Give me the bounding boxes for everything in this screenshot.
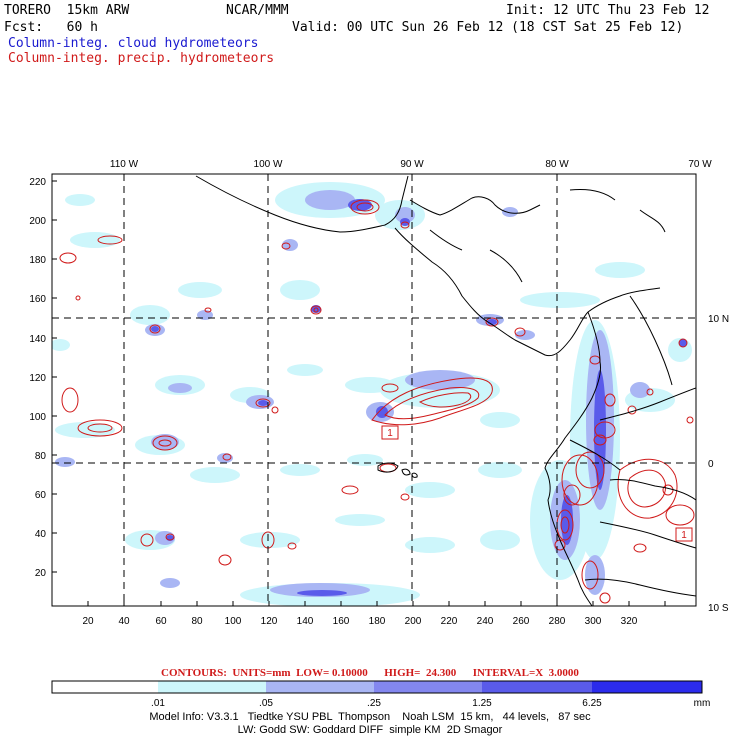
lon-label: 80 W [545,159,569,170]
colorbar: .01 .05 .25 1.25 6.25 mm [51,680,711,709]
lon-label: 100 W [254,159,283,170]
lon-label: 110 W [110,159,139,170]
y-tick: 140 [29,334,46,345]
y-tick: 160 [29,294,46,305]
x-tick: 80 [191,616,203,627]
marker-value: 1 [681,530,687,541]
init-time: Init: 12 UTC Thu 23 Feb 12 [506,3,710,18]
x-tick: 40 [118,616,130,627]
colorbar-label: 6.25 [582,698,602,709]
x-tick: 200 [405,616,422,627]
precip-contours [59,199,695,604]
colorbar-bin [52,681,158,693]
colorbar-label: .01 [151,698,165,709]
y-tick: 100 [29,412,46,423]
model-info-line2: LW: Godd SW: Goddard DIFF simple KM 2D S… [237,724,503,736]
y-tick: 80 [35,451,47,462]
x-tick: 320 [621,616,638,627]
marker-value: 1 [387,428,393,439]
field-markers: 1 1 [381,425,693,542]
valid-time: Valid: 00 UTC Sun 26 Feb 12 (18 CST Sat … [292,20,684,35]
x-tick: 280 [549,616,566,627]
x-tick: 300 [585,616,602,627]
y-tick: 60 [35,490,47,501]
lon-label: 70 W [688,159,712,170]
y-tick: 20 [35,568,47,579]
lat-lon-grid [52,174,696,606]
y-tick: 200 [29,216,46,227]
colorbar-unit: mm [694,698,711,709]
colorbar-bin [158,681,266,693]
marker-box [381,425,399,440]
frame-tick-marks [52,180,666,606]
x-axis-ticks: 20 40 60 80 100 120 140 160 180 200 220 … [82,616,637,627]
longitude-labels: 110 W 100 W 90 W 80 W 70 W [110,159,712,170]
y-tick: 180 [29,255,46,266]
coastlines [195,175,696,606]
lat-label: 10 S [708,603,729,614]
colorbar-label: 1.25 [472,698,492,709]
x-tick: 120 [261,616,278,627]
colorbar-bin [482,681,592,693]
organization: NCAR/MMM [226,3,289,18]
forecast-hour: Fcst: 60 h [4,20,98,35]
colorbar-bin [592,681,702,693]
lat-label: 0 [708,459,714,470]
x-tick: 60 [155,616,167,627]
marker-box [675,527,693,542]
contour-info: CONTOURS: UNITS=mm LOW= 0.10000 HIGH= 24… [161,667,579,679]
x-tick: 140 [297,616,314,627]
colorbar-bin [266,681,374,693]
model-title: TORERO 15km ARW [4,3,130,18]
field-precip-title: Column-integ. precip. hydrometeors [8,51,275,66]
x-tick: 20 [82,616,94,627]
field-cloud-title: Column-integ. cloud hydrometeors [8,36,259,51]
colorbar-label: .05 [259,698,273,709]
map-frame [51,173,697,607]
colorbar-label: .25 [367,698,381,709]
colorbar-bin [374,681,482,693]
y-tick: 120 [29,373,46,384]
x-tick: 100 [225,616,242,627]
lat-label: 10 N [708,314,729,325]
x-tick: 260 [513,616,530,627]
y-axis-ticks: 220 200 180 160 140 120 100 80 60 40 20 [29,177,46,579]
lon-label: 90 W [400,159,424,170]
x-tick: 220 [441,616,458,627]
model-info-line1: Model Info: V3.3.1 Tiedtke YSU PBL Thomp… [149,711,591,723]
y-tick: 220 [29,177,46,188]
y-tick: 40 [35,529,47,540]
x-tick: 240 [477,616,494,627]
x-tick: 180 [369,616,386,627]
latitude-labels: 10 N 0 10 S [708,314,729,614]
x-tick: 160 [333,616,350,627]
hydrometeor-field [52,175,696,606]
